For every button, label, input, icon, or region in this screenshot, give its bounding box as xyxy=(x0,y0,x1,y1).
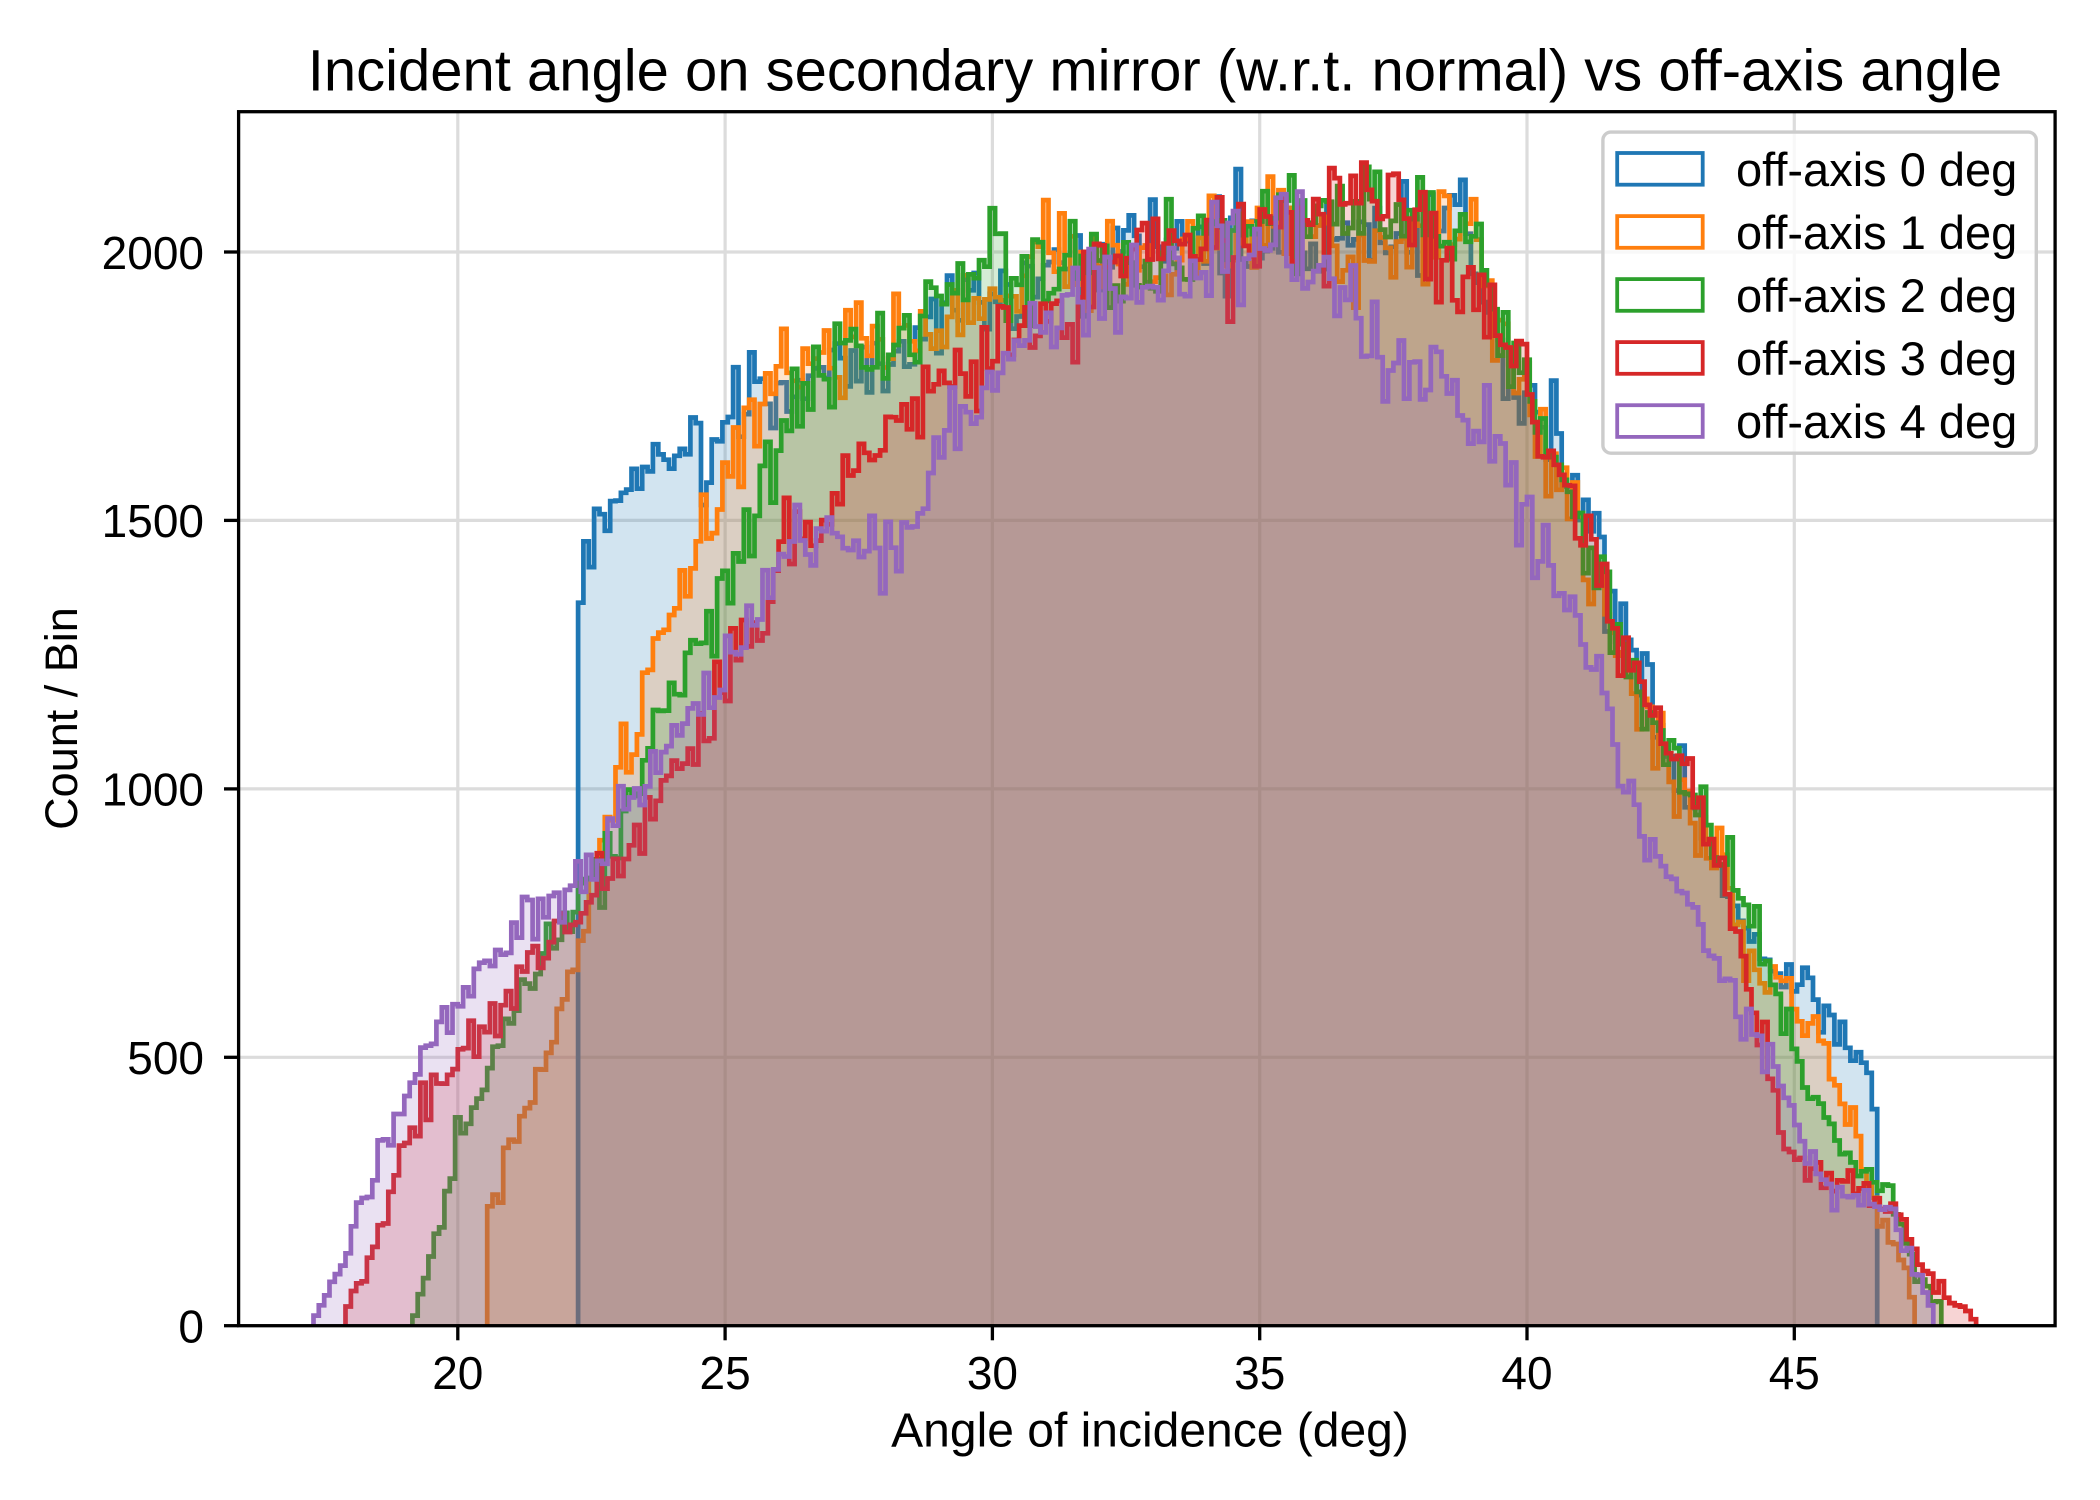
svg-text:0: 0 xyxy=(178,1301,204,1353)
svg-text:25: 25 xyxy=(700,1347,751,1399)
svg-text:off-axis 4 deg: off-axis 4 deg xyxy=(1736,395,2017,448)
svg-text:1000: 1000 xyxy=(102,764,204,816)
svg-text:20: 20 xyxy=(432,1347,483,1399)
svg-text:30: 30 xyxy=(967,1347,1018,1399)
svg-text:2000: 2000 xyxy=(102,227,204,279)
svg-text:Count / Bin: Count / Bin xyxy=(36,607,87,830)
svg-text:off-axis 2 deg: off-axis 2 deg xyxy=(1736,269,2017,322)
svg-text:40: 40 xyxy=(1501,1347,1552,1399)
svg-text:1500: 1500 xyxy=(102,495,204,547)
svg-text:off-axis 1 deg: off-axis 1 deg xyxy=(1736,206,2017,259)
svg-text:35: 35 xyxy=(1234,1347,1285,1399)
svg-text:Angle of incidence (deg): Angle of incidence (deg) xyxy=(891,1405,1409,1458)
svg-text:Incident angle on secondary mi: Incident angle on secondary mirror (w.r.… xyxy=(308,39,2003,104)
svg-text:500: 500 xyxy=(127,1032,204,1084)
svg-text:off-axis 0 deg: off-axis 0 deg xyxy=(1736,143,2017,196)
svg-text:45: 45 xyxy=(1769,1347,1820,1399)
svg-text:off-axis 3 deg: off-axis 3 deg xyxy=(1736,332,2017,385)
